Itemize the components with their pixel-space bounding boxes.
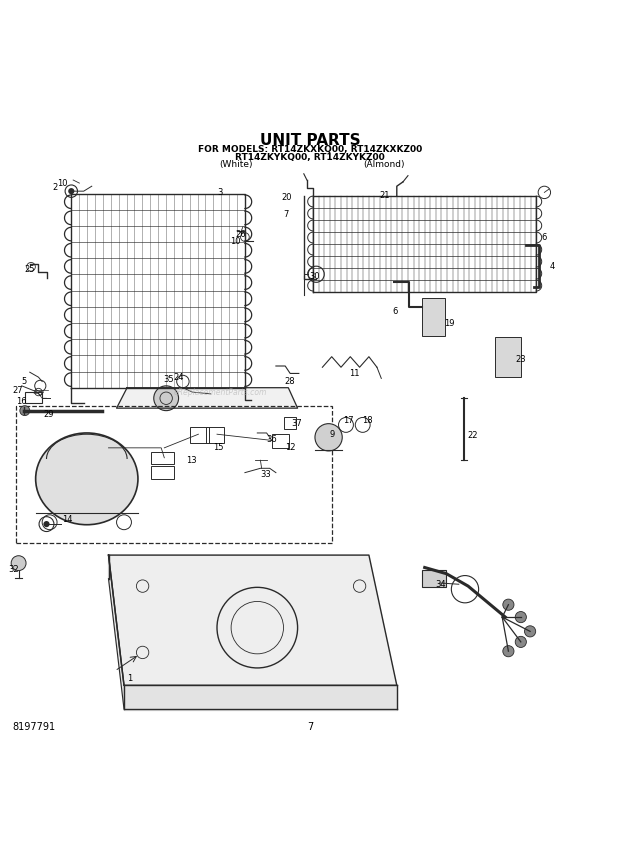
Bar (495, 337, 521, 377)
Circle shape (503, 599, 514, 610)
Text: 20: 20 (281, 193, 291, 202)
Bar (16, 407, 332, 543)
Text: 22: 22 (467, 431, 477, 440)
Text: 36: 36 (266, 435, 277, 443)
Bar (284, 417, 296, 429)
Text: 15: 15 (213, 443, 223, 452)
Circle shape (515, 611, 526, 622)
Text: 19: 19 (445, 319, 454, 329)
Text: 6: 6 (542, 233, 547, 241)
Text: 32: 32 (8, 565, 19, 574)
Text: 5: 5 (21, 377, 26, 386)
Text: 23: 23 (515, 355, 526, 365)
Text: 7: 7 (307, 722, 313, 732)
Circle shape (315, 424, 342, 451)
Text: 17: 17 (343, 416, 354, 425)
Text: 30: 30 (309, 271, 321, 281)
Text: 11: 11 (350, 369, 360, 378)
Text: UNIT PARTS: UNIT PARTS (260, 133, 360, 148)
Text: 7: 7 (284, 210, 289, 218)
Text: 6: 6 (393, 307, 398, 316)
Text: (Almond): (Almond) (364, 160, 405, 169)
Text: eReplacementParts.com: eReplacementParts.com (174, 388, 267, 396)
Bar (25, 392, 42, 403)
Text: 29: 29 (43, 410, 53, 419)
Text: RT14ZKYKQ00, RT14ZKYKZ00: RT14ZKYKQ00, RT14ZKYKZ00 (235, 152, 385, 162)
Polygon shape (108, 555, 124, 709)
Circle shape (20, 406, 30, 416)
Text: FOR MODELS: RT14ZKXKQ00, RT14ZKXKZ00: FOR MODELS: RT14ZKXKQ00, RT14ZKXKZ00 (198, 146, 422, 154)
Text: 12: 12 (285, 443, 295, 452)
Bar (272, 434, 289, 448)
Bar (190, 427, 209, 443)
Ellipse shape (36, 433, 138, 525)
Text: 35: 35 (163, 375, 174, 384)
Circle shape (503, 645, 514, 657)
Circle shape (525, 626, 536, 637)
Text: 3: 3 (218, 188, 223, 197)
Text: 2: 2 (52, 183, 57, 192)
Text: 24: 24 (174, 372, 184, 382)
Text: 1: 1 (128, 674, 133, 683)
Text: 10: 10 (57, 179, 67, 187)
Bar (206, 427, 224, 443)
Text: 4: 4 (549, 262, 554, 271)
Text: 34: 34 (435, 580, 446, 589)
Text: 10: 10 (231, 237, 241, 247)
Text: 21: 21 (379, 191, 389, 200)
Text: (White): (White) (219, 160, 252, 169)
Polygon shape (124, 686, 397, 710)
Text: 37: 37 (291, 419, 302, 427)
Bar (151, 452, 174, 464)
Polygon shape (108, 555, 397, 686)
Text: 8197791: 8197791 (12, 722, 56, 732)
Text: 33: 33 (260, 470, 271, 479)
Bar (422, 298, 445, 336)
Text: 13: 13 (185, 455, 197, 465)
Circle shape (11, 556, 26, 571)
Circle shape (43, 521, 50, 527)
Text: 27: 27 (12, 386, 23, 395)
Polygon shape (117, 388, 298, 408)
Text: 14: 14 (62, 515, 72, 524)
Circle shape (515, 636, 526, 647)
Circle shape (68, 188, 74, 194)
Text: 16: 16 (16, 397, 27, 407)
Text: 9: 9 (330, 430, 335, 438)
Text: 28: 28 (285, 377, 296, 386)
Text: 26: 26 (235, 230, 246, 239)
Text: 18: 18 (361, 416, 373, 425)
Bar (151, 467, 174, 479)
Bar (422, 570, 446, 587)
Text: 25: 25 (25, 265, 35, 275)
Circle shape (154, 386, 179, 411)
